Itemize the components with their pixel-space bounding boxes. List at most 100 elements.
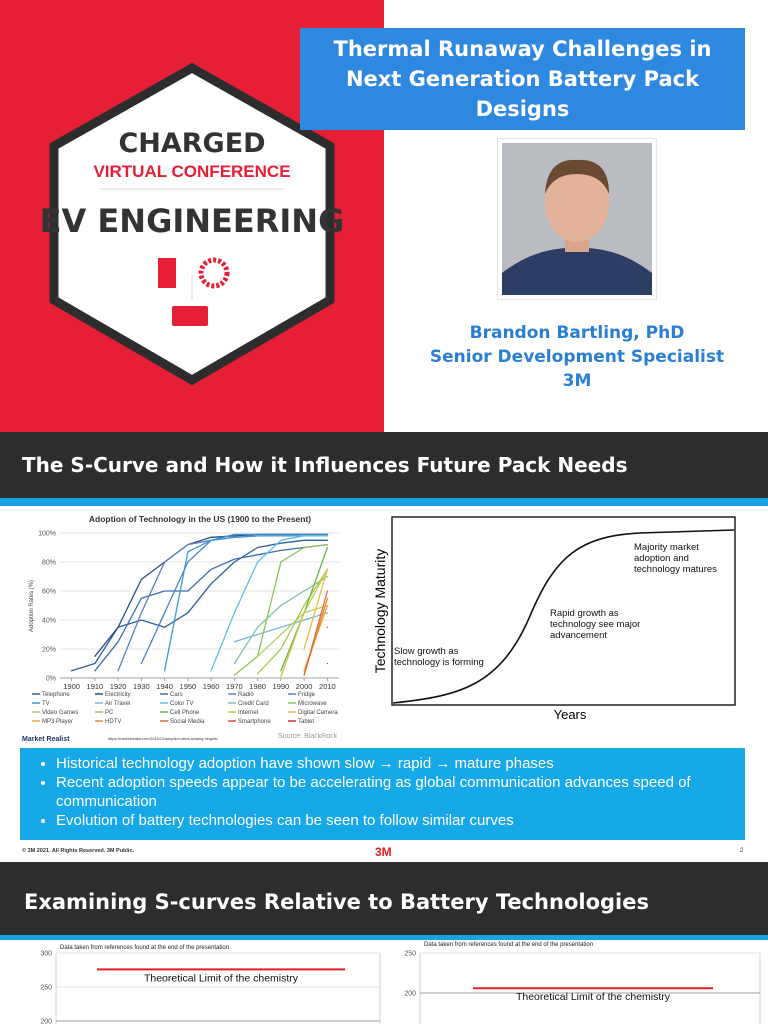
credit-url: https://marketrealist.com/2015/12/adopti… <box>108 737 219 741</box>
s-curve-note: adoption and <box>634 553 689 564</box>
x-tick-label: 2010 <box>319 682 336 691</box>
limit-label: Theoretical Limit of the chemistry <box>516 991 671 1003</box>
legend-label: Internet <box>238 710 259 716</box>
s-curve-y-label: Technology Maturity <box>372 549 388 674</box>
hexagon <box>49 62 335 386</box>
limit-label: Theoretical Limit of the chemistry <box>144 972 299 984</box>
series-line <box>210 535 329 672</box>
speaker-role: Senior Development Specialist <box>429 347 725 367</box>
s-curve <box>392 529 735 704</box>
speaker-company: 3M <box>562 371 592 391</box>
legend-label: Microwave <box>298 701 327 707</box>
series-line <box>303 590 329 676</box>
x-tick-label: 1920 <box>110 682 127 691</box>
s-curve-note: Rapid growth as <box>550 608 619 619</box>
logo-line3: EV ENGINEERING <box>40 202 345 240</box>
x-tick-label: 1900 <box>63 682 80 691</box>
y-tick-label: 0% <box>46 676 56 683</box>
y-tick-label: 60% <box>42 589 56 596</box>
x-tick-label: 1910 <box>87 682 104 691</box>
speaker-name: Brandon Bartling, PhD <box>469 323 685 343</box>
series-line <box>233 575 329 665</box>
bullet: Historical technology adoption have show… <box>56 754 745 773</box>
s-curve-frame <box>391 516 736 706</box>
credit-brand: Market Realist <box>22 736 70 743</box>
bullet: Evolution of battery technologies can be… <box>56 811 745 830</box>
icon-motor <box>198 257 230 289</box>
series-line <box>303 568 329 650</box>
legend-label: Fridge <box>298 692 316 698</box>
legend-label: TV <box>42 701 50 707</box>
y-tick-label: 80% <box>42 560 56 567</box>
s-curve-note: advancement <box>550 630 607 641</box>
y-tick-label: 200 <box>40 1019 52 1024</box>
y-tick-label: 100% <box>38 531 56 538</box>
legend-label: Cars <box>170 692 183 698</box>
page-number: 2 <box>740 848 744 854</box>
series-line <box>140 533 329 665</box>
photo-shirt <box>502 247 652 295</box>
chart-title: Adoption of Technology in the US (1900 t… <box>89 514 311 524</box>
logo: CHARGED VIRTUAL CONFERENCE EV ENGINEERIN… <box>40 62 345 386</box>
slide-heading: Examining S-curves Relative to Battery T… <box>0 862 768 935</box>
series-line <box>117 535 329 672</box>
s-curve-note: technology is forming <box>394 657 484 668</box>
slide3-visuals: Data taken from references found at the … <box>40 942 761 1024</box>
series-line <box>94 533 329 657</box>
legend-label: Radio <box>238 692 254 698</box>
s-curve-note: Slow growth as <box>394 646 459 657</box>
series-line <box>280 568 329 678</box>
bullet: Recent adoption speeds appear to be acce… <box>56 773 745 811</box>
logo-line2: VIRTUAL CONFERENCE <box>93 162 290 181</box>
legend-label: PC <box>105 710 114 716</box>
x-tick-label: 1960 <box>203 682 220 691</box>
legend-label: HDTV <box>105 719 121 725</box>
footer-logo: 3M <box>375 845 392 859</box>
series-line <box>163 535 329 672</box>
icon-battery <box>172 306 208 326</box>
series-line <box>233 543 329 676</box>
series-line <box>94 543 329 672</box>
slide-heading: The S-Curve and How it Influences Future… <box>0 432 768 498</box>
x-tick-label: 1980 <box>249 682 266 691</box>
y-tick-label: 250 <box>40 985 52 992</box>
bullet-list: Historical technology adoption have show… <box>20 748 745 830</box>
legend-label: Air Travel <box>105 701 130 707</box>
x-tick-label: 2000 <box>296 682 313 691</box>
chart-note: Data taken from references found at the … <box>60 945 229 951</box>
s-curve-note: technology see major <box>550 619 640 630</box>
legend-label: Cell Phone <box>170 710 200 716</box>
legend-label: Digital Camera <box>298 710 338 716</box>
y-tick-label: 200 <box>404 991 416 998</box>
credit-source: Source: BlackRock <box>278 733 338 740</box>
legend-label: Tablet <box>298 719 314 725</box>
talk-title: Thermal Runaway Challenges in Next Gener… <box>333 37 712 121</box>
legend-label: Video Games <box>42 710 78 716</box>
x-tick-label: 1970 <box>226 682 243 691</box>
y-axis-label: Adoption Rates (%) <box>29 580 35 632</box>
s-curve-x-label: Years <box>554 707 587 722</box>
photo-face <box>545 162 609 242</box>
speaker-photo <box>497 138 657 300</box>
x-tick-label: 1950 <box>180 682 197 691</box>
icon-plug <box>158 258 176 288</box>
y-tick-label: 300 <box>40 951 52 958</box>
title-box: Thermal Runaway Challenges in Next Gener… <box>300 28 745 130</box>
s-curve-note: technology matures <box>634 564 717 575</box>
x-tick-label: 1940 <box>156 682 173 691</box>
y-tick-label: 40% <box>42 618 56 625</box>
x-tick-label: 1930 <box>133 682 150 691</box>
accent-stripe <box>0 498 768 506</box>
series-line <box>280 546 329 672</box>
logo-line1: CHARGED <box>118 128 265 159</box>
photo-hair <box>545 159 609 194</box>
legend-label: Telephone <box>42 692 70 698</box>
legend-label: MP3 Player <box>42 719 73 725</box>
series-line <box>233 612 329 643</box>
legend-label: Smartphone <box>238 719 271 725</box>
accent-stripe <box>0 935 768 940</box>
series-line <box>256 568 329 675</box>
legend-label: Social Media <box>170 719 205 725</box>
series-line <box>70 539 329 672</box>
